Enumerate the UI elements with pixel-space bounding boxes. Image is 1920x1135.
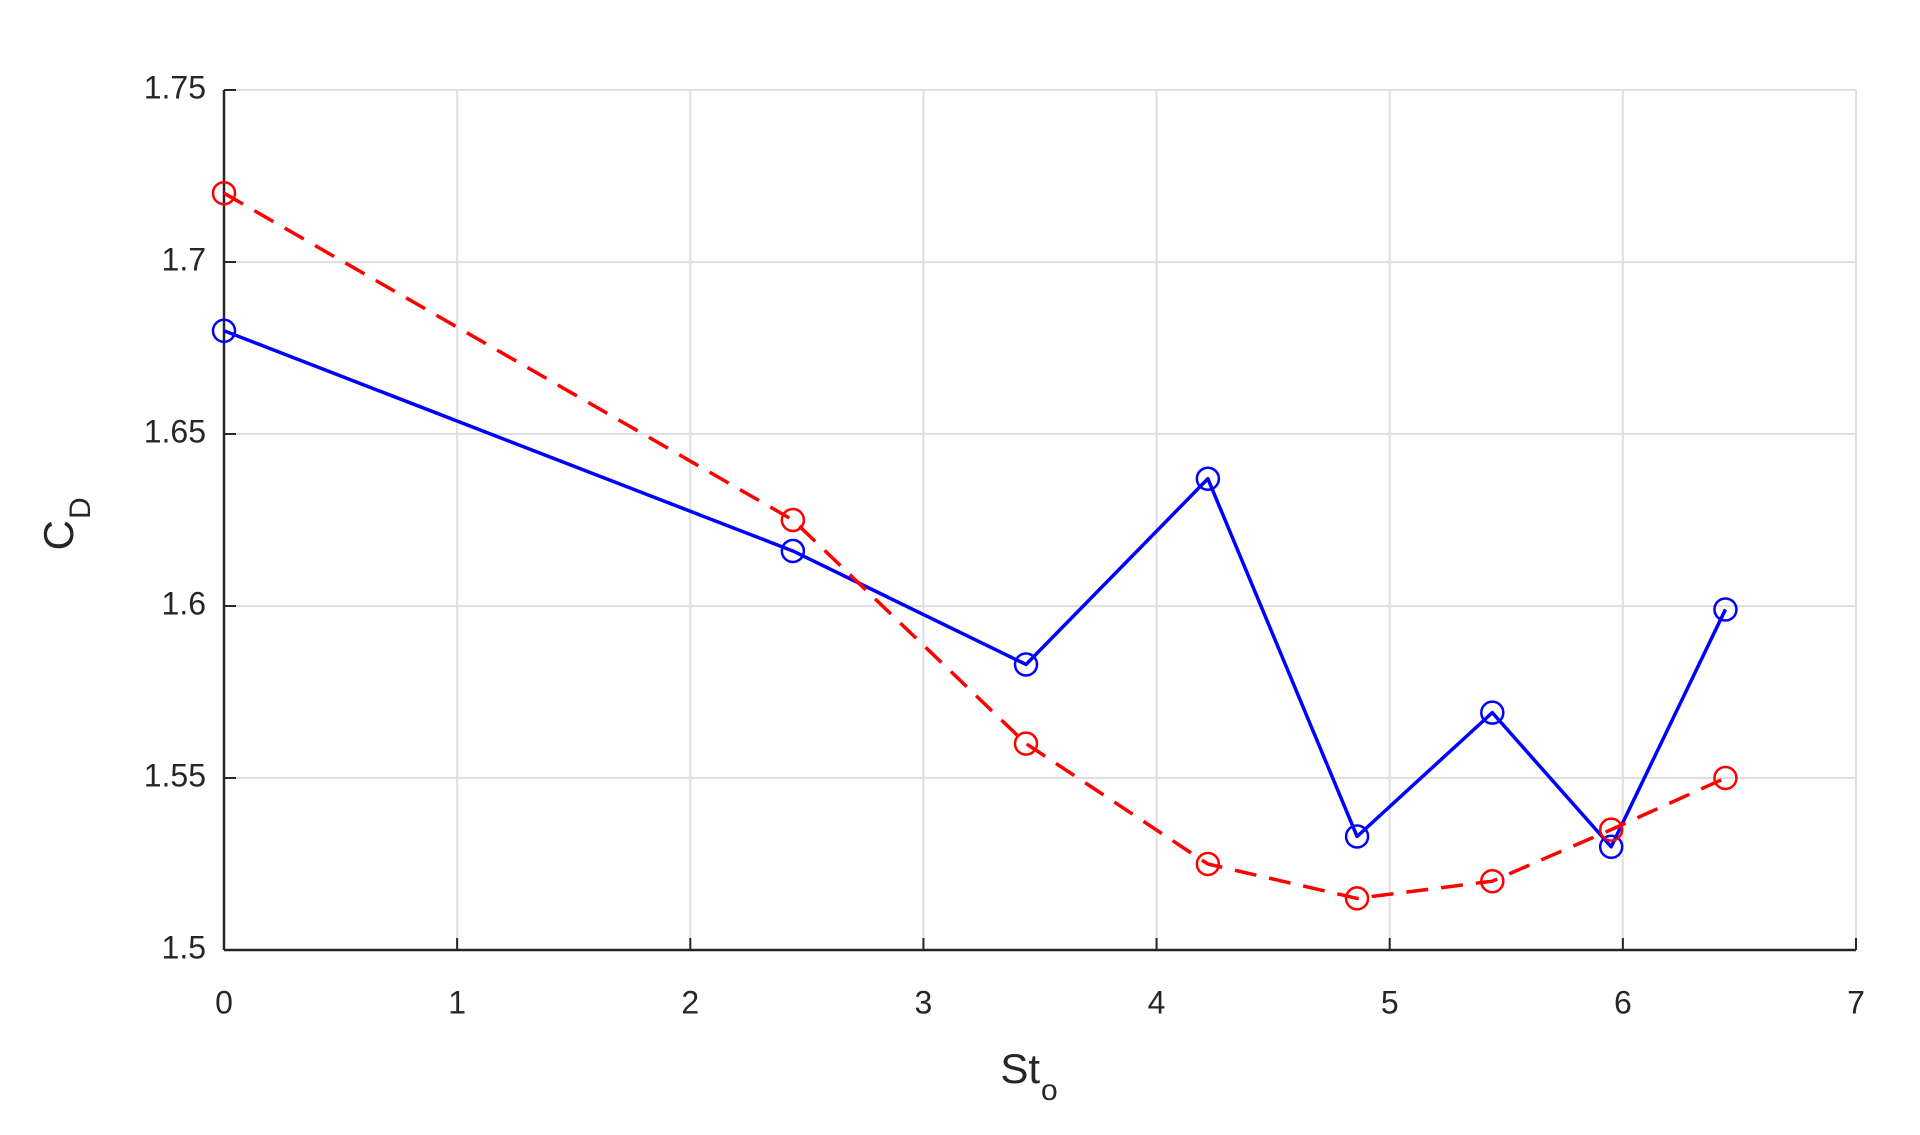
x-tick-label: 4: [1148, 984, 1166, 1020]
data-point: [1713, 765, 1738, 791]
x-tick-label: 2: [681, 984, 699, 1020]
data-point: [1195, 851, 1221, 877]
x-tick-label: 3: [915, 984, 933, 1020]
data-point: [211, 180, 237, 206]
y-tick-label: 1.55: [144, 757, 206, 793]
data-point: [1344, 824, 1370, 849]
y-axis-label: C: [35, 520, 82, 550]
series-line: [223, 329, 1728, 849]
x-tick-label: 0: [215, 984, 233, 1020]
y-tick-label: 1.65: [144, 413, 206, 449]
y-axis-label-group: C D: [35, 497, 97, 550]
data-point: [1480, 868, 1505, 894]
y-tick-label: 1.7: [162, 241, 206, 277]
x-axis-label-subscript: o: [1041, 1074, 1058, 1107]
data-point: [1013, 731, 1039, 756]
data-point: [1013, 652, 1039, 677]
y-tick-label: 1.5: [162, 929, 206, 965]
data-point: [1344, 886, 1370, 911]
x-tick-label: 6: [1614, 984, 1632, 1020]
data-point: [1713, 597, 1738, 622]
data-point: [780, 538, 806, 564]
data-point: [1480, 700, 1505, 725]
y-tick-label: 1.75: [144, 69, 206, 105]
x-tick-label: 1: [448, 984, 466, 1020]
x-axis-label: St: [1000, 1045, 1040, 1092]
data-point: [780, 507, 806, 533]
y-tick-label: 1.6: [162, 585, 206, 621]
series-line: [223, 191, 1727, 901]
data-point: [1195, 466, 1221, 491]
plot-area: [224, 90, 1856, 950]
x-tick-label: 7: [1847, 984, 1865, 1020]
data-point: [1598, 817, 1624, 842]
data-point: [211, 318, 237, 344]
y-axis-label-subscript: D: [64, 497, 97, 519]
data-point: [1598, 834, 1624, 860]
x-tick-label: 5: [1381, 984, 1399, 1020]
